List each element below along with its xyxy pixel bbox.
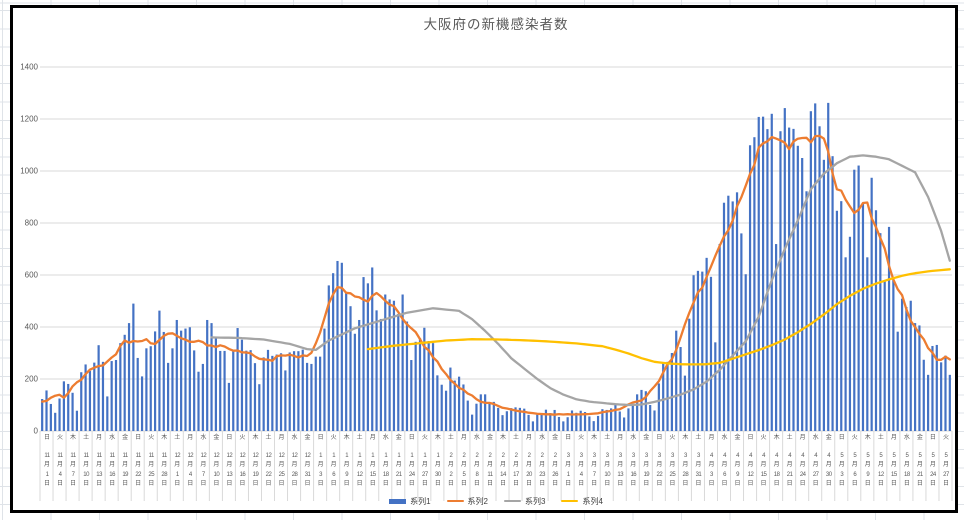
legend-label: 系列4 <box>582 496 603 506</box>
svg-text:0: 0 <box>34 427 39 436</box>
legend-item-2[interactable]: 系列2 <box>446 496 488 507</box>
series-2-line[interactable] <box>41 134 951 416</box>
y-axis-labels: 0 200 400 600 800 1000 1200 1400 <box>20 63 38 436</box>
svg-text:1000: 1000 <box>20 167 38 176</box>
legend-item-4[interactable]: 系列4 <box>561 496 603 507</box>
svg-text:600: 600 <box>25 271 39 280</box>
legend-label: 系列3 <box>525 496 546 506</box>
plot-area[interactable]: 0 200 400 600 800 1000 1200 1400 <box>13 8 955 510</box>
legend-item-1[interactable]: 系列1 <box>389 496 431 507</box>
svg-text:200: 200 <box>25 375 39 384</box>
legend-line-swatch <box>504 499 521 503</box>
series-3-line[interactable] <box>210 154 951 407</box>
x-axis-ticks <box>39 431 953 501</box>
chart-title: 大阪府の新機感染者数 <box>423 17 569 32</box>
svg-text:400: 400 <box>25 323 39 332</box>
legend-label: 系列1 <box>410 496 431 506</box>
legend-line-swatch <box>561 499 579 503</box>
legend-bar-swatch <box>389 498 407 504</box>
svg-text:1400: 1400 <box>20 63 38 72</box>
chart-inner: 大阪府の新機感染者数 0 200 400 600 800 1000 1200 1400 日 11… <box>13 8 955 510</box>
legend[interactable]: 系列1 系列2 系列3 系列4 <box>40 494 952 508</box>
chart-canvas[interactable]: 大阪府の新機感染者数 0 200 400 600 800 1000 1200 1400 日 11… <box>10 5 958 513</box>
legend-label: 系列2 <box>467 496 488 506</box>
legend-line-swatch <box>446 499 464 503</box>
legend-item-3[interactable]: 系列3 <box>504 496 545 507</box>
svg-text:800: 800 <box>25 219 39 228</box>
series-4-line[interactable] <box>366 268 951 366</box>
series-1-bars[interactable] <box>41 102 951 432</box>
svg-text:1200: 1200 <box>20 115 38 124</box>
